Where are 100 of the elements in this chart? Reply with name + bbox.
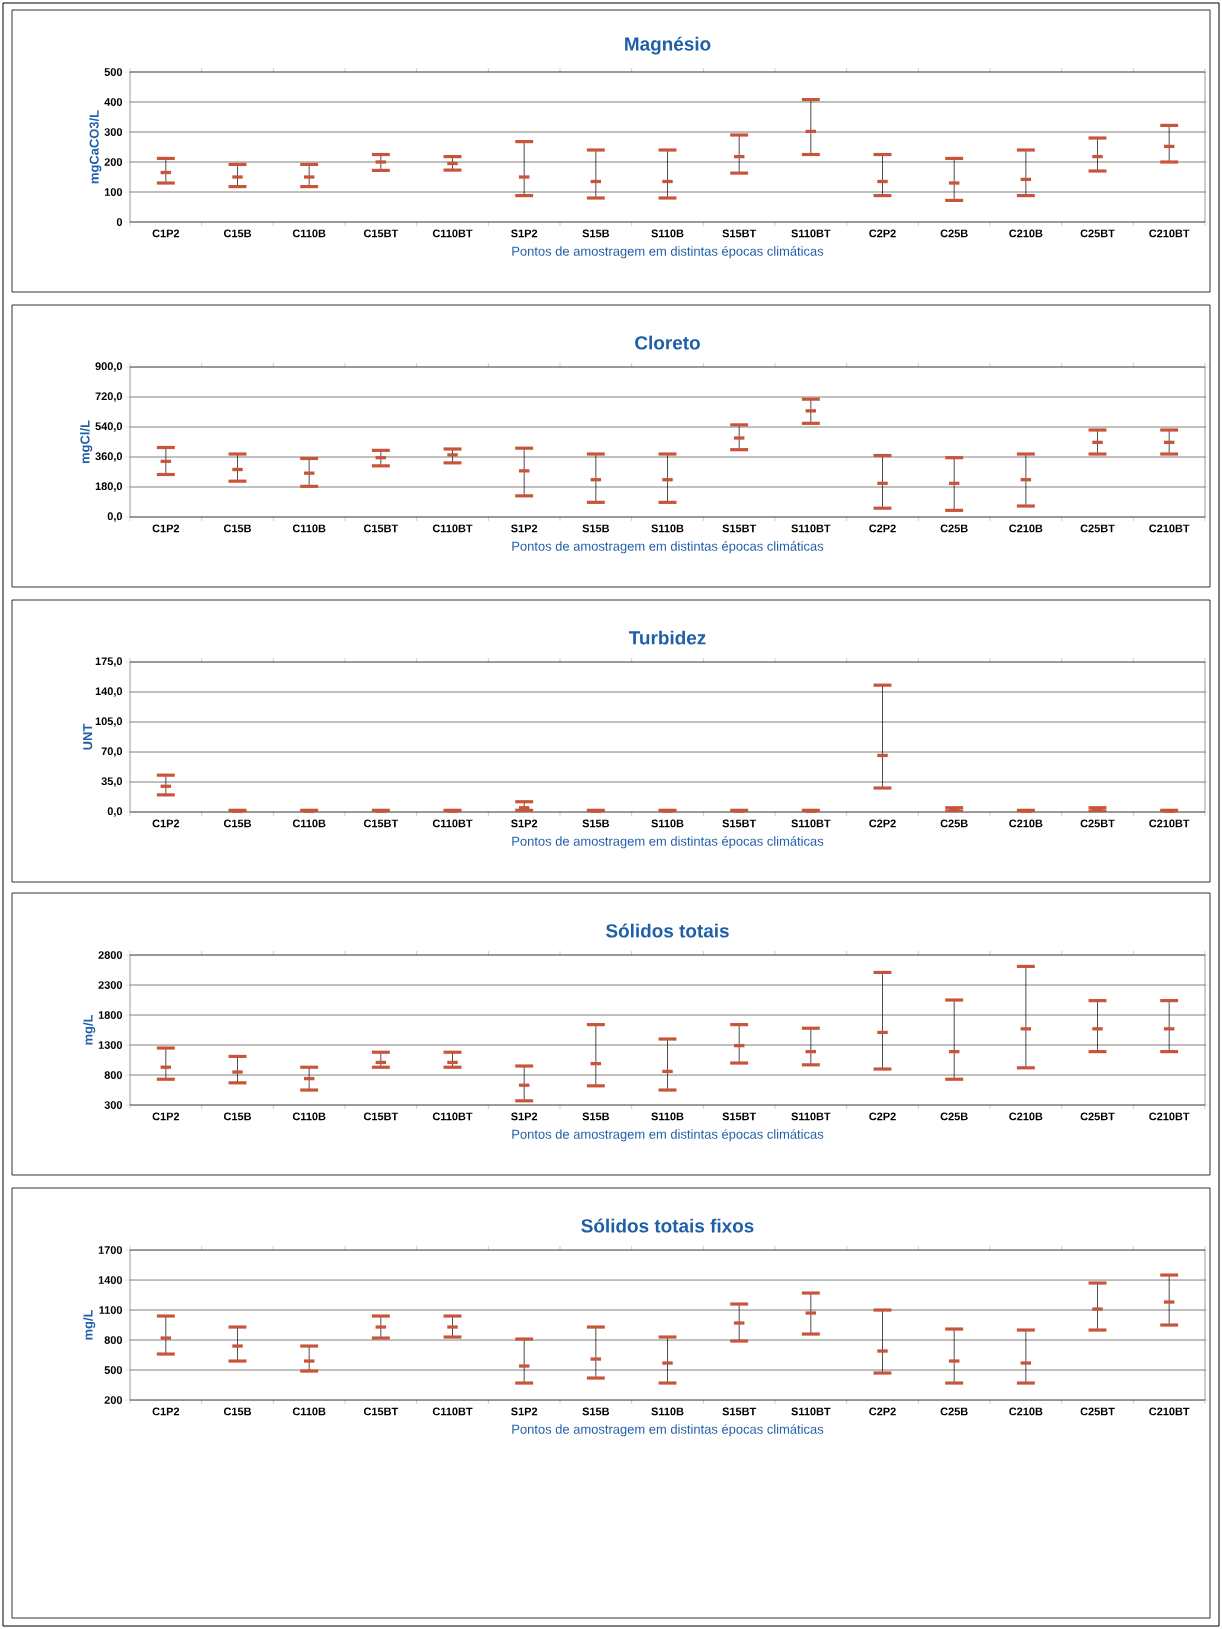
x-tick-label: C25BT xyxy=(1080,524,1115,533)
x-tick-label: C15B xyxy=(223,524,251,533)
y-tick-label: 1300 xyxy=(98,1041,123,1049)
x-tick-label: C1P2 xyxy=(152,819,180,828)
y-tick-label: 175,0 xyxy=(95,657,123,667)
x-tick-label: S110BT xyxy=(791,1407,831,1416)
x-tick-label: C25B xyxy=(940,1112,968,1121)
x-tick-label: S110BT xyxy=(791,229,831,238)
x-tick-label: C15BT xyxy=(363,229,399,238)
x-axis-title: Pontos de amostragem em distintas épocas climáticas xyxy=(512,836,824,849)
x-tick-label: C15BT xyxy=(363,1112,399,1121)
chart-title: Cloreto xyxy=(635,335,700,350)
y-tick-label: 35,0 xyxy=(101,777,123,787)
x-tick-label: S110B xyxy=(651,1407,684,1416)
x-tick-label: S15B xyxy=(582,524,610,533)
y-tick-label: 0,0 xyxy=(107,512,123,522)
x-tick-label: S1P2 xyxy=(511,1112,538,1121)
x-tick-label: C15B xyxy=(223,819,251,828)
x-tick-label: C210B xyxy=(1009,819,1043,828)
x-tick-label: C15B xyxy=(223,229,251,238)
y-tick-label: 0 xyxy=(116,218,123,226)
chart-title: Sólidos totais xyxy=(606,923,729,938)
x-tick-label: C210BT xyxy=(1149,819,1190,828)
y-tick-label: 180,0 xyxy=(95,482,123,492)
y-tick-label: 400 xyxy=(104,98,123,106)
x-tick-label: C210B xyxy=(1009,229,1043,238)
x-tick-label: C2P2 xyxy=(869,819,896,828)
x-tick-label: C110B xyxy=(292,1112,326,1121)
y-tick-label: 200 xyxy=(104,1396,123,1404)
x-tick-label: C25BT xyxy=(1080,229,1115,238)
x-tick-label: C210BT xyxy=(1149,1407,1190,1416)
x-tick-label: S110B xyxy=(651,1112,684,1121)
x-axis-title: Pontos de amostragem em distintas épocas climáticas xyxy=(512,1424,824,1437)
y-axis-title: mg/L xyxy=(83,1014,96,1045)
x-tick-label: S15BT xyxy=(722,229,757,238)
x-tick-label: C210B xyxy=(1009,524,1043,533)
x-tick-label: C25B xyxy=(940,819,968,828)
x-tick-label: C110BT xyxy=(432,524,473,533)
x-tick-label: C1P2 xyxy=(152,524,180,533)
x-tick-label: C1P2 xyxy=(152,1112,180,1121)
y-tick-label: 800 xyxy=(104,1336,123,1344)
x-tick-label: C15BT xyxy=(363,524,399,533)
y-tick-label: 70,0 xyxy=(101,747,123,757)
chart-title: Sólidos totais fixos xyxy=(581,1218,754,1233)
x-tick-label: C25BT xyxy=(1080,1407,1115,1416)
y-tick-label: 2800 xyxy=(98,951,123,959)
y-axis-title: mgCl/L xyxy=(80,420,93,464)
y-tick-label: 1400 xyxy=(98,1276,123,1284)
y-tick-label: 1100 xyxy=(99,1306,123,1314)
x-tick-label: C210BT xyxy=(1149,1112,1190,1121)
x-tick-label: S15B xyxy=(582,819,610,828)
x-tick-label: S15B xyxy=(582,1407,610,1416)
x-tick-label: C110B xyxy=(292,524,326,533)
y-tick-label: 100 xyxy=(104,188,123,196)
x-tick-label: C25B xyxy=(940,229,968,238)
x-tick-label: S1P2 xyxy=(511,524,538,533)
x-tick-label: S1P2 xyxy=(511,229,538,238)
y-tick-label: 105,0 xyxy=(95,717,123,727)
y-tick-label: 800 xyxy=(104,1071,123,1079)
y-tick-label: 500 xyxy=(104,68,123,76)
y-tick-label: 540,0 xyxy=(95,422,123,432)
y-tick-label: 140,0 xyxy=(95,687,123,697)
y-tick-label: 1800 xyxy=(98,1011,123,1019)
x-tick-label: C15BT xyxy=(363,1407,399,1416)
x-tick-label: C25BT xyxy=(1080,819,1115,828)
x-tick-label: C1P2 xyxy=(152,1407,180,1416)
x-tick-label: C110B xyxy=(292,1407,326,1416)
y-axis-title: UNT xyxy=(83,723,93,750)
x-tick-label: S15BT xyxy=(722,819,757,828)
x-axis-title: Pontos de amostragem em distintas épocas climáticas xyxy=(512,541,824,554)
x-tick-label: C210BT xyxy=(1149,229,1190,238)
y-tick-label: 300 xyxy=(104,128,123,136)
x-tick-label: C25BT xyxy=(1080,1112,1115,1121)
x-tick-label: C2P2 xyxy=(869,1112,896,1121)
x-tick-label: C210B xyxy=(1009,1407,1043,1416)
y-axis-title: mg/L xyxy=(83,1309,96,1340)
x-tick-label: C110B xyxy=(292,229,326,238)
y-tick-label: 500 xyxy=(104,1366,123,1374)
x-tick-label: S110BT xyxy=(791,819,831,828)
x-tick-label: C110BT xyxy=(432,819,473,828)
x-tick-label: C25B xyxy=(940,1407,968,1416)
x-tick-label: C15B xyxy=(223,1407,251,1416)
x-tick-label: S1P2 xyxy=(511,1407,538,1416)
y-tick-label: 200 xyxy=(104,158,123,166)
y-tick-label: 720,0 xyxy=(95,392,123,402)
x-tick-label: C2P2 xyxy=(869,1407,896,1416)
x-tick-label: S15B xyxy=(582,1112,610,1121)
x-tick-label: S15BT xyxy=(722,524,757,533)
x-tick-label: S110B xyxy=(651,524,684,533)
x-tick-label: C25B xyxy=(940,524,968,533)
x-tick-label: S1P2 xyxy=(511,819,538,828)
x-tick-label: C15BT xyxy=(363,819,399,828)
x-tick-label: S110B xyxy=(651,229,684,238)
x-tick-label: C110BT xyxy=(432,1112,473,1121)
x-tick-label: S15BT xyxy=(722,1407,757,1416)
y-tick-label: 0,0 xyxy=(107,807,123,817)
x-tick-label: S110B xyxy=(651,819,684,828)
x-tick-label: C2P2 xyxy=(869,229,896,238)
x-tick-label: C210BT xyxy=(1149,524,1190,533)
x-tick-label: C110BT xyxy=(432,1407,473,1416)
